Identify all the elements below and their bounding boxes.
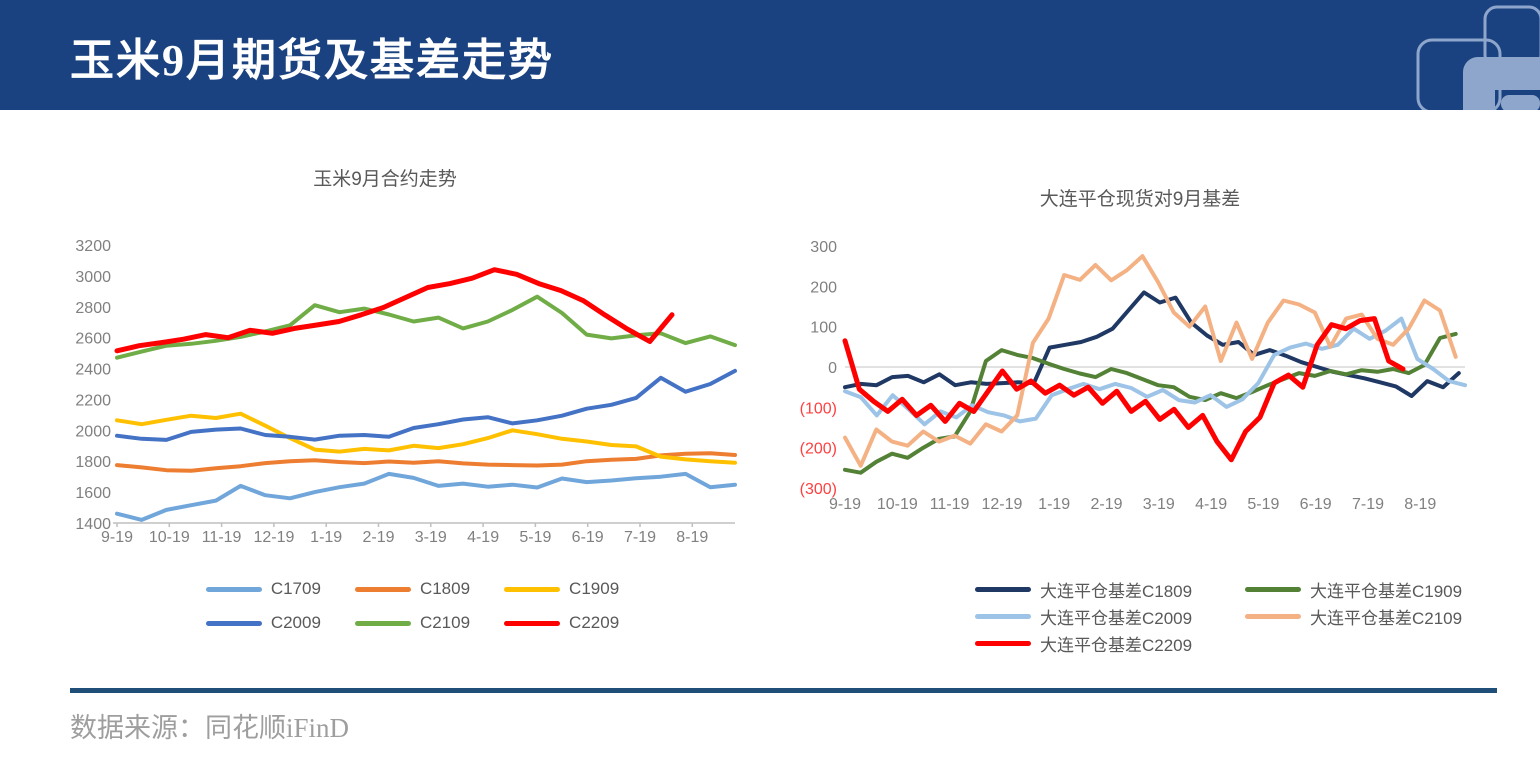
y-axis-tick-label: 300 [810,239,837,256]
legend-swatch [354,620,411,626]
y-axis-tick-label: 1400 [75,516,111,533]
x-axis-tick-label: 11-19 [202,529,242,546]
series-line-C2209 [114,267,675,354]
slide-title: 玉米9月期货及基差走势 [70,36,554,85]
legend-label: C2209 [569,613,620,632]
y-axis-tick-label: 1800 [75,454,111,471]
x-axis-tick-label: 5-19 [519,529,551,546]
left-chart-legend: C1709 C1809 C1909 C2009 C2109 C2209 [75,578,750,634]
legend-label: C2009 [270,613,321,632]
legend-swatch [504,586,561,592]
x-axis-tick-label: 8-19 [676,529,708,546]
series-line-大连平仓基差C2209 [842,316,1406,463]
x-axis-tick-label: 5-19 [1247,496,1279,513]
series-line-C1809 [115,451,737,473]
series-line-C1709 [115,471,737,522]
x-axis-tick-label: 4-19 [467,529,499,546]
legend-swatch [1245,613,1301,619]
legend-label: C1909 [569,579,620,598]
legend-swatch [975,613,1031,619]
series-line-C2109 [115,294,737,360]
y-axis-tick-label: (100) [800,400,837,417]
x-axis-tick-label: 9-19 [829,496,861,513]
right-chart-legend: 大连平仓基差C1809 大连平仓基差C1909 大连平仓基差C2009 大连平仓基差C… [975,578,1463,655]
legend-item: 大连平仓基差C2109 [1245,605,1463,628]
legend-swatch [975,640,1031,646]
legend-item: C2009 [205,612,321,634]
y-axis-tick-label: 3200 [75,238,111,255]
legend-label: 大连平仓基差C2009 [1040,608,1193,628]
x-axis-tick-label: 9-19 [101,529,133,546]
y-axis-tick-label: 2600 [75,331,111,348]
y-axis-tick-label: (200) [800,441,837,458]
logo-solid-pill [1501,95,1540,110]
y-axis-tick-label: 1600 [75,485,111,502]
legend-swatch [354,586,411,592]
y-axis-tick-label: 2000 [75,423,111,440]
legend-label: 大连平仓基差C2109 [1310,608,1463,628]
y-axis-tick-label: 2200 [75,392,111,409]
series-line-大连平仓基差C2109 [843,254,1458,468]
legend-swatch [205,620,262,626]
x-axis-tick-label: 7-19 [624,529,656,546]
y-axis-tick-label: 2800 [75,300,111,317]
right-chart-plot: 300 200 100 0 (100) (200) (300)9-19 10-19 11-19 1… [800,239,1467,513]
legend-label: 大连平仓基差C1909 [1310,581,1463,601]
left-chart-plot: 3200 3000 2800 2600 2400 2200 2000 1800 1600 1400… [75,238,737,546]
legend-item: 大连平仓基差C1909 [1245,578,1463,601]
x-axis-tick-label: 6-19 [1300,496,1332,513]
series-line-C2009 [115,368,737,442]
x-axis-tick-label: 8-19 [1404,496,1436,513]
legend-item: 大连平仓基差C1809 [975,578,1193,601]
right-chart-title: 大连平仓现货对9月基差 [1039,189,1241,210]
x-axis-tick-label: 12-19 [253,529,294,546]
x-axis-tick-label: 6-19 [572,529,604,546]
y-axis-tick-label: 0 [828,360,837,377]
y-axis-tick-label: 200 [810,279,837,296]
x-axis-tick-label: 2-19 [362,529,394,546]
footer-divider [70,688,1497,693]
legend-swatch [205,586,262,592]
legend-item: C2209 [504,612,619,634]
y-axis-tick-label: 2400 [75,362,111,379]
legend-item: 大连平仓基差C2209 [975,632,1193,655]
x-axis-tick-label: 1-19 [310,529,342,546]
legend-swatch [504,620,561,626]
x-axis-tick-label: 12-19 [981,496,1022,513]
x-axis-tick-label: 3-19 [1143,496,1175,513]
series-line-大连平仓基差C1909 [843,331,1458,475]
legend-swatch [975,586,1031,592]
legend-label: C1809 [419,579,471,598]
legend-item: C1809 [354,578,471,600]
x-axis-tick-label: 7-19 [1352,496,1384,513]
company-logo-icon [1416,5,1540,110]
x-axis-tick-label: 1-19 [1038,496,1070,513]
legend-label: 大连平仓基差C1809 [1040,581,1193,601]
legend-item: C1909 [504,578,619,600]
x-axis-tick-label: 3-19 [415,529,447,546]
data-source: 数据来源：同花顺iFinD [70,713,350,743]
legend-label: 大连平仓基差C2209 [1040,635,1193,655]
legend-item: C1709 [205,578,321,600]
left-chart-title: 玉米9月合约走势 [313,169,457,190]
y-axis-tick-label: 100 [810,320,837,337]
x-axis-tick-label: 10-19 [149,529,190,546]
legend-label: C1709 [270,579,321,598]
legend-label: C2109 [419,613,471,632]
legend-item: 大连平仓基差C2009 [975,605,1193,628]
y-axis-tick-label: (300) [800,481,837,498]
x-axis-tick-label: 11-19 [930,496,970,513]
x-axis-tick-label: 4-19 [1195,496,1227,513]
series-line-C1909 [115,411,737,465]
x-axis-tick-label: 2-19 [1090,496,1122,513]
y-axis-tick-label: 3000 [75,269,111,286]
series-line-大连平仓基差C1809 [843,290,1461,398]
legend-swatch [1245,586,1301,592]
header-bar: 玉米9月期货及基差走势 [0,0,1540,110]
legend-item: C2109 [354,612,471,634]
logo-solid-shape [1463,57,1540,110]
x-axis-tick-label: 10-19 [877,496,918,513]
